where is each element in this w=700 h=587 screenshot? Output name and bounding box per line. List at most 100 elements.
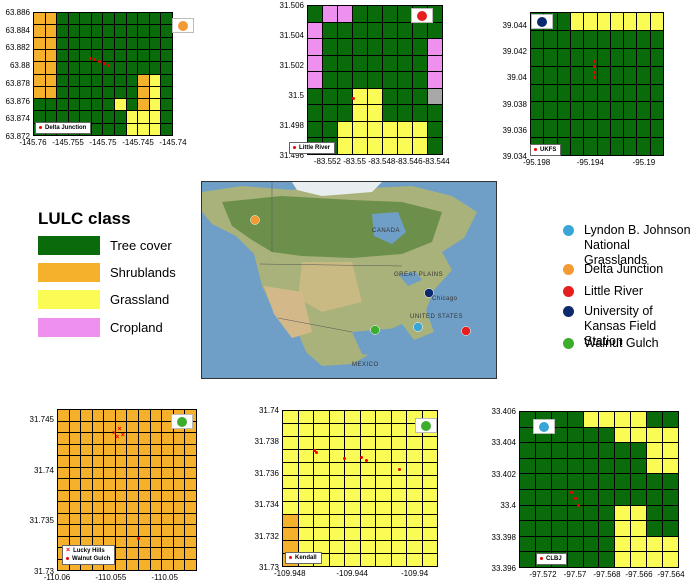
lulc-cell [637,13,650,30]
lulc-cell [298,541,313,553]
y-tick-label: 31.73 [33,567,54,576]
lulc-cell [69,525,81,536]
lulc-cell [308,105,322,121]
lulc-cell [413,72,427,88]
lulc-legend-title: LULC class [38,209,131,228]
x-tick-label: -97.564 [657,570,685,579]
y-tick-label: 31.504 [279,31,304,40]
x-tick-label: -83.548 [368,157,396,166]
lulc-cell [126,13,138,25]
lulc-swatch [38,318,100,337]
observation-point [137,537,141,541]
map-site-marker [424,288,434,298]
lulc-cell [663,427,678,443]
lulc-cell [407,437,422,449]
lulc-cell [383,88,397,105]
lulc-cell [345,476,360,488]
lulc-cell [624,13,637,30]
lulc-cell [45,25,57,37]
lulc-cell [368,55,382,72]
lulc-cell [584,30,597,48]
y-tick-label: 39.034 [502,152,527,161]
lulc-cell [624,30,637,48]
site-dot-icon [177,417,187,427]
great-plains [298,262,362,312]
lulc-cell [139,502,150,513]
lulc-cell [583,443,599,458]
lulc-cell [329,450,344,462]
lulc-cell [283,489,298,501]
lulc-cell [520,490,535,505]
lulc-cell [150,559,162,570]
lulc-legend-item: Grassland [38,290,169,309]
lulc-cell [570,48,584,66]
observation-point [364,458,368,462]
lulc-cell [149,13,161,25]
lulc-cell [298,450,313,462]
observation-point [592,60,596,64]
lulc-cell [162,467,173,478]
lulc-cell [376,515,391,527]
lulc-cell [126,25,138,37]
lulc-cell [583,474,599,489]
lulc-cell [81,421,92,432]
lulc-cell [314,476,329,488]
lulc-cell [584,138,597,155]
lulc-cell [599,474,615,489]
lulc-cell [407,489,422,501]
lulc-cell [637,84,650,102]
lulc-cell [597,30,610,48]
lulc-cell [57,49,68,62]
lulc-cell [127,433,139,444]
lulc-cell [398,121,412,138]
y-tick-label: 33.402 [491,469,516,479]
lulc-cell [599,412,615,427]
lulc-cell [647,443,663,458]
lulc-cell [610,66,624,84]
lulc-cell [57,13,68,25]
site-markers [250,215,471,336]
lulc-cell [68,62,80,74]
y-tick-label: 31.502 [279,61,304,70]
lulc-cell [428,22,442,39]
lulc-cell [637,120,650,138]
lulc-cell [115,467,127,478]
lulc-cell [308,55,322,72]
x-tick-label: -97.57 [563,570,587,579]
lulc-cell [599,521,615,536]
lulc-cell [173,490,185,501]
lulc-cell [567,458,583,474]
lulc-cell [647,474,663,489]
lulc-cell [80,86,91,99]
lulc-cell [368,39,382,55]
x-tick-label: -97.566 [625,570,653,579]
lulc-cell [68,99,80,111]
lulc-cell [551,458,567,474]
lulc-cell [610,138,624,155]
lulc-cell [650,66,663,84]
lulc-cell [663,490,678,505]
lulc-cell [368,121,382,138]
observation-point [397,468,401,472]
lulc-cell [551,536,567,552]
lulc-cell [45,111,57,123]
x-tick-label: -145.745 [122,138,154,147]
lulc-cell [631,412,647,427]
lulc-cell [185,548,196,559]
lulc-cell [138,99,149,111]
lulc-cell [428,138,442,154]
lulc-cell [544,120,557,138]
lulc-cell [58,513,69,524]
lulc-cell [162,410,173,421]
lulc-cell [413,138,427,154]
lulc-cell [584,102,597,120]
x-tick-label: -97.572 [529,570,557,579]
observation-point [98,60,101,64]
lulc-cell [407,528,422,540]
lulc-cell [314,411,329,423]
lulc-cell [314,541,329,553]
lulc-cell [584,120,597,138]
lulc-cell [570,120,584,138]
observation-point [592,70,596,74]
lulc-cell [368,22,382,39]
